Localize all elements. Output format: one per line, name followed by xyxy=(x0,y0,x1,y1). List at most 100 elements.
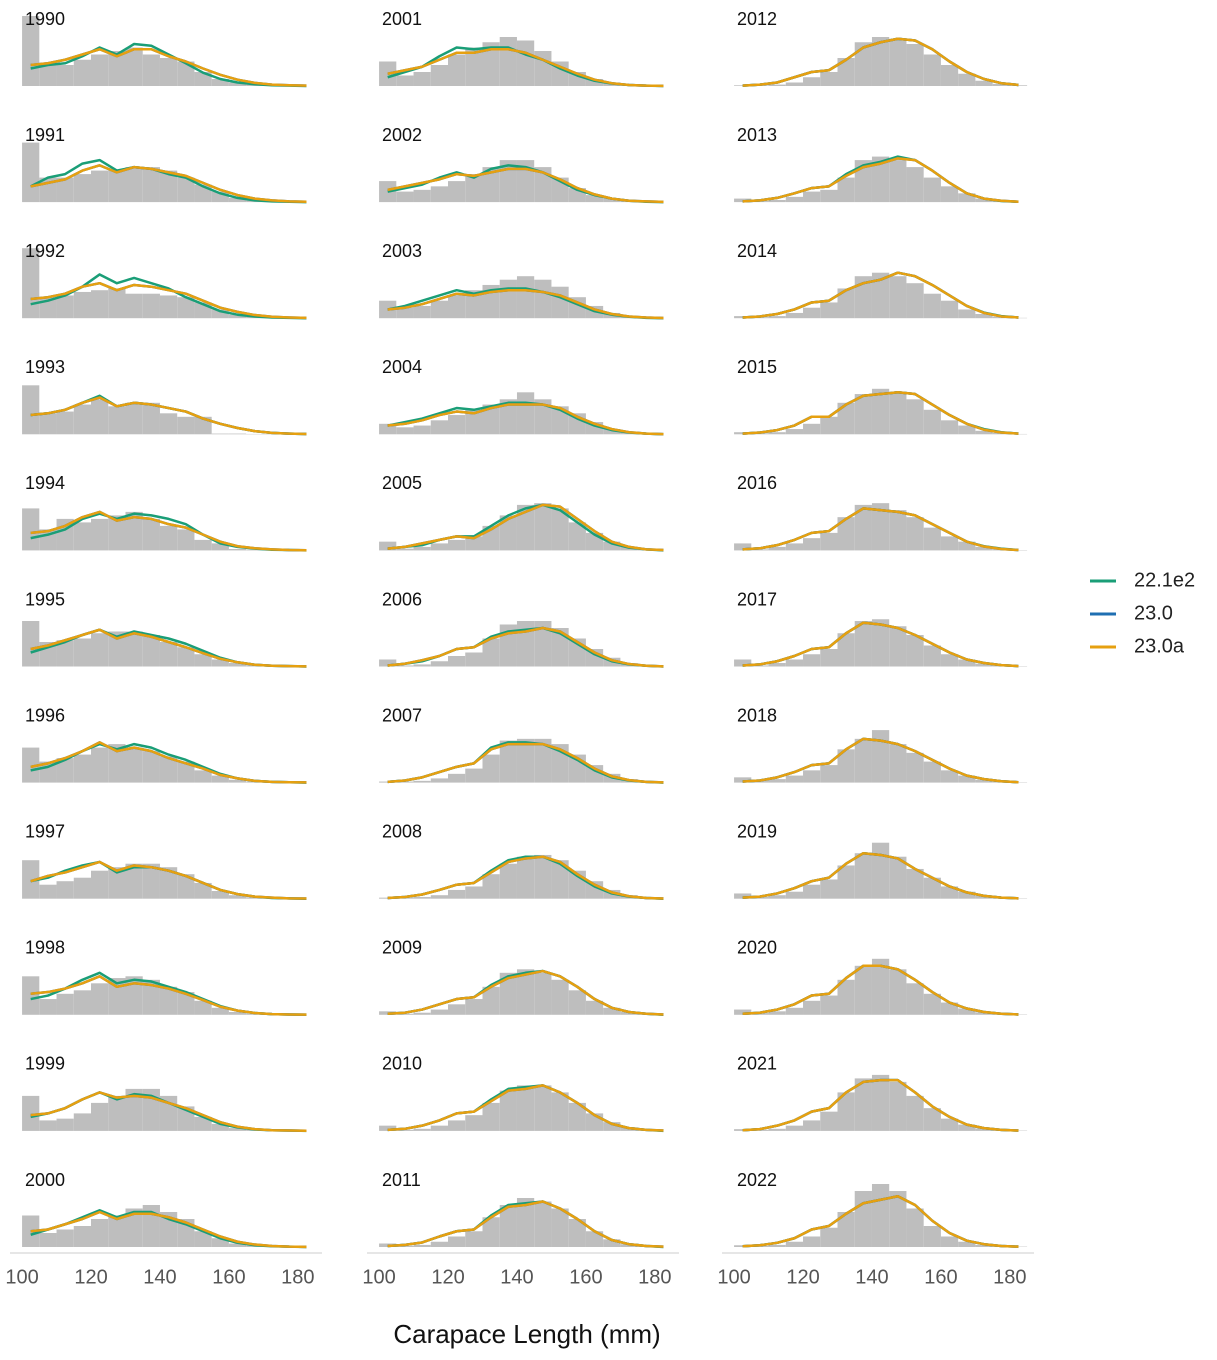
histogram-bar xyxy=(211,191,229,203)
histogram-bar xyxy=(975,198,993,203)
panel-title: 2007 xyxy=(382,705,422,725)
histogram-bar xyxy=(22,976,40,1015)
histogram-bar xyxy=(975,895,993,899)
histogram-bar xyxy=(734,659,752,667)
histogram-bar xyxy=(889,1191,907,1247)
histogram-bar xyxy=(923,1108,941,1131)
histogram-bar xyxy=(142,54,160,86)
histogram-bar xyxy=(871,958,890,1015)
histogram-bar xyxy=(413,896,431,899)
histogram-bar xyxy=(379,61,397,86)
histogram-bar xyxy=(906,868,924,899)
histogram-bar xyxy=(534,738,552,783)
fit-line xyxy=(742,737,1019,784)
panel: 1991 xyxy=(22,125,307,204)
histogram-bar xyxy=(91,747,109,783)
histogram-bar xyxy=(768,1128,786,1131)
histogram-bar xyxy=(396,1245,414,1247)
histogram-bar xyxy=(448,1236,466,1247)
histogram-bar xyxy=(228,314,247,319)
histogram-bar xyxy=(91,870,109,899)
histogram-bar xyxy=(958,309,976,319)
histogram-bar xyxy=(906,1095,924,1131)
histogram-bar xyxy=(430,420,449,435)
histogram-bar xyxy=(91,54,109,86)
histogram-bar xyxy=(379,423,397,435)
histogram-bar xyxy=(22,142,40,203)
histogram-bar xyxy=(465,1115,483,1131)
histogram-bar xyxy=(837,1212,855,1247)
histogram-bar xyxy=(871,730,890,783)
histogram-bar xyxy=(603,429,621,435)
histogram-bar xyxy=(785,543,804,551)
histogram-bar xyxy=(603,198,621,203)
fit-line xyxy=(387,167,664,204)
histogram-bar xyxy=(958,1241,976,1247)
histogram-bar xyxy=(108,1095,126,1131)
panel-title: 2002 xyxy=(382,125,422,145)
histogram-bar xyxy=(803,770,821,783)
fit-line xyxy=(742,37,1019,87)
histogram-bar xyxy=(803,191,821,203)
histogram-bar xyxy=(906,283,924,319)
histogram-bar xyxy=(585,195,604,203)
histogram-bar xyxy=(465,47,483,86)
fit-line xyxy=(742,621,1019,668)
histogram-bar xyxy=(396,75,414,86)
histogram-bar xyxy=(211,309,229,319)
histogram-bar xyxy=(448,889,466,899)
histogram-bar xyxy=(906,983,924,1015)
histogram-bar xyxy=(142,979,160,1015)
histogram-bar xyxy=(73,1113,92,1131)
histogram-bar xyxy=(854,1191,872,1247)
histogram-bar xyxy=(975,430,993,435)
panel-title: 2014 xyxy=(737,241,777,261)
x-tick-label: 120 xyxy=(74,1266,107,1288)
histogram-bar xyxy=(551,979,569,1015)
histogram-bar xyxy=(39,1120,57,1131)
histogram-bar xyxy=(246,897,264,899)
histogram-bar xyxy=(177,61,195,86)
histogram-bar xyxy=(125,747,143,783)
histogram-bar xyxy=(430,661,449,667)
histogram-bar xyxy=(108,744,126,783)
histogram-bar xyxy=(22,860,40,899)
histogram-bar xyxy=(125,402,143,435)
histogram-bar xyxy=(551,1208,569,1247)
histogram-bar xyxy=(854,276,872,319)
fit-line xyxy=(742,964,1019,1016)
histogram-bar xyxy=(768,1011,786,1015)
histogram-bar xyxy=(91,1219,109,1247)
histogram-bar xyxy=(482,404,500,435)
histogram-bar xyxy=(22,621,40,667)
histogram-bar xyxy=(551,286,569,319)
histogram-bar xyxy=(958,1124,976,1131)
histogram-bar xyxy=(73,522,92,551)
panel: 2010 xyxy=(379,1054,664,1133)
x-tick-label: 160 xyxy=(569,1266,602,1288)
histogram-bar xyxy=(228,1128,247,1131)
histogram-bar xyxy=(396,781,414,783)
histogram-bar xyxy=(854,394,872,435)
histogram-bar xyxy=(73,877,92,899)
histogram-bar xyxy=(871,272,890,319)
panel: 2002 xyxy=(379,125,664,204)
x-tick-label: 100 xyxy=(717,1266,750,1288)
histogram-bar xyxy=(516,276,535,319)
histogram-bar xyxy=(889,1081,907,1131)
histogram-bar xyxy=(448,539,466,551)
panel: 2004 xyxy=(379,357,664,436)
histogram-bar xyxy=(228,549,247,551)
histogram-bar xyxy=(837,865,855,899)
histogram-bar xyxy=(413,664,431,667)
histogram-bar xyxy=(228,433,247,435)
histogram-bar xyxy=(516,40,535,86)
histogram-bar xyxy=(958,659,976,667)
histogram-bar xyxy=(159,525,178,551)
histogram-bar xyxy=(837,517,855,551)
histogram-bar xyxy=(396,665,414,667)
fit-line xyxy=(30,158,307,204)
histogram-bar xyxy=(228,1012,247,1015)
histogram-bar xyxy=(379,181,397,203)
